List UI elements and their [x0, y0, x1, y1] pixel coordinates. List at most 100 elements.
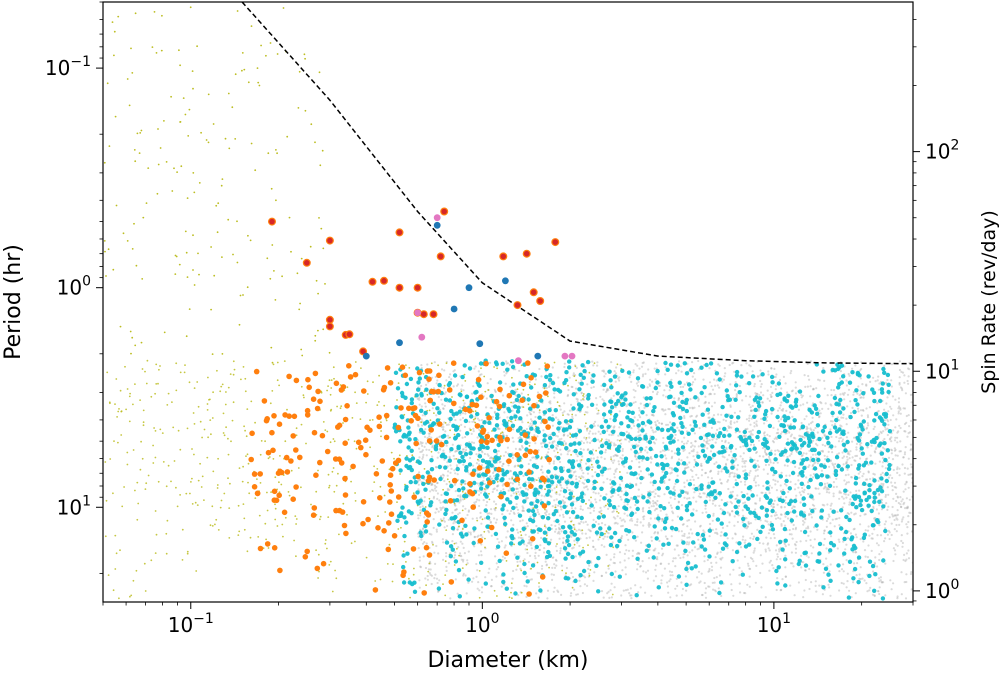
- background-point: [709, 450, 713, 453]
- background-point: [898, 474, 901, 477]
- background-point: [802, 523, 805, 526]
- olive-point: [297, 467, 300, 469]
- background-point: [634, 400, 637, 404]
- olive-point: [511, 477, 514, 480]
- olive-point: [206, 403, 209, 405]
- background-point: [473, 545, 476, 548]
- background-point: [857, 410, 860, 413]
- background-point: [708, 499, 712, 502]
- background-point: [610, 496, 613, 499]
- background-point: [613, 586, 616, 589]
- background-point: [466, 513, 469, 517]
- background-point: [750, 409, 753, 412]
- background-point: [585, 537, 588, 540]
- background-point: [493, 507, 496, 510]
- background-point: [874, 380, 877, 383]
- background-point: [541, 465, 544, 468]
- olive-point: [167, 392, 170, 395]
- background-point: [726, 547, 729, 550]
- olive-point: [445, 529, 448, 531]
- background-point: [507, 464, 510, 467]
- olive-point: [591, 468, 593, 471]
- background-point: [871, 593, 875, 596]
- background-point: [668, 466, 671, 469]
- background-point: [421, 414, 424, 417]
- background-point: [859, 409, 863, 412]
- background-point: [686, 519, 689, 522]
- background-point: [838, 497, 841, 500]
- background-point: [881, 446, 885, 449]
- background-point: [606, 429, 609, 433]
- olive-point: [582, 398, 584, 400]
- olive-point: [143, 562, 146, 565]
- olive-point: [106, 82, 109, 85]
- background-point: [841, 495, 844, 498]
- olive-point: [106, 371, 109, 374]
- background-point: [756, 459, 759, 462]
- olive-point: [145, 482, 148, 485]
- background-point: [685, 543, 688, 546]
- background-point: [575, 366, 578, 369]
- background-point: [774, 453, 777, 456]
- background-point: [717, 472, 720, 475]
- background-point: [651, 429, 654, 432]
- background-point: [447, 518, 450, 522]
- background-point: [648, 502, 652, 505]
- background-point: [637, 444, 640, 447]
- background-point: [447, 470, 450, 473]
- background-point: [451, 443, 454, 446]
- background-point: [673, 452, 677, 455]
- background-point: [864, 555, 867, 558]
- olive-point: [355, 402, 358, 404]
- background-point: [892, 429, 895, 432]
- background-point: [749, 537, 752, 540]
- background-point: [483, 517, 486, 520]
- background-point: [449, 597, 452, 600]
- olive-point: [461, 490, 464, 493]
- background-point: [416, 397, 419, 400]
- background-point: [473, 536, 476, 539]
- background-point: [862, 472, 865, 475]
- background-point: [420, 364, 423, 367]
- background-point: [475, 562, 478, 566]
- background-point: [795, 494, 798, 497]
- background-point: [618, 376, 621, 379]
- background-point: [689, 415, 692, 418]
- background-point: [826, 455, 829, 458]
- background-point: [903, 407, 907, 410]
- background-point: [776, 449, 779, 452]
- background-point: [462, 546, 465, 550]
- background-point: [647, 368, 650, 371]
- background-point: [715, 528, 718, 531]
- background-point: [419, 509, 422, 512]
- background-point: [649, 461, 653, 464]
- background-point: [842, 497, 845, 500]
- olive-point: [398, 454, 401, 457]
- background-point: [779, 517, 782, 520]
- olive-point: [224, 403, 227, 406]
- background-point: [697, 359, 700, 363]
- background-point: [713, 378, 716, 381]
- olive-point: [267, 547, 270, 549]
- background-point: [890, 407, 893, 410]
- background-point: [526, 488, 530, 491]
- background-point: [891, 513, 894, 516]
- background-point: [810, 516, 814, 519]
- background-point: [784, 501, 787, 505]
- background-point: [807, 556, 810, 559]
- background-point: [811, 453, 815, 456]
- olive-point: [540, 457, 543, 460]
- background-point: [794, 528, 797, 531]
- background-point: [776, 496, 779, 499]
- background-point: [562, 541, 565, 545]
- background-point: [829, 428, 832, 431]
- background-point: [655, 362, 658, 365]
- background-point: [559, 489, 562, 492]
- background-point: [570, 571, 573, 575]
- background-point: [891, 484, 894, 488]
- background-point: [648, 506, 651, 509]
- background-point: [638, 440, 641, 444]
- background-point: [418, 559, 421, 562]
- olive-point: [114, 534, 117, 537]
- background-point: [866, 414, 870, 417]
